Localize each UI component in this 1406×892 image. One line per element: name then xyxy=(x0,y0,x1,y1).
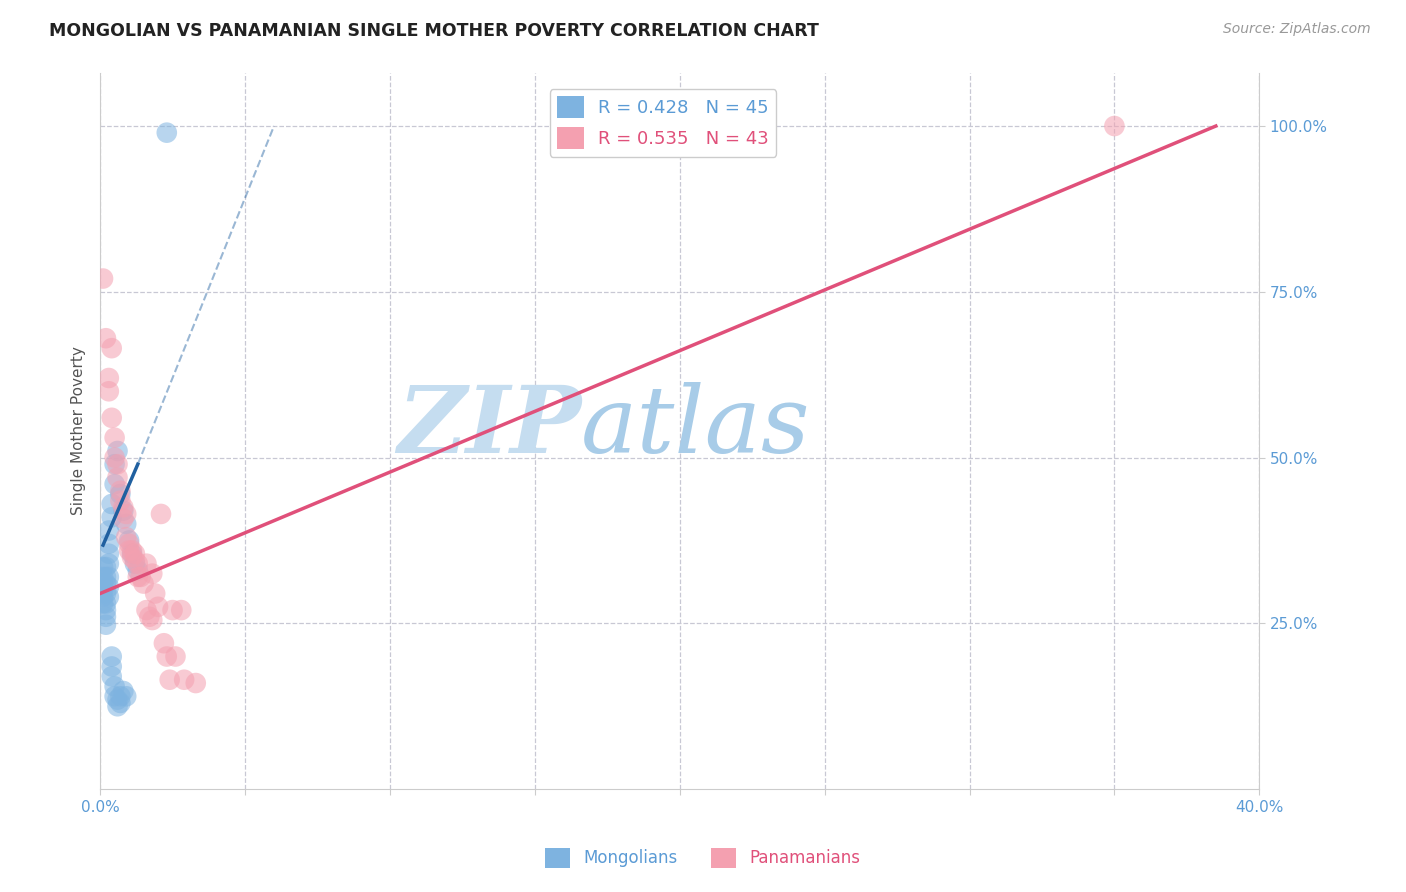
Point xyxy=(104,690,127,704)
Point xyxy=(97,524,120,538)
Point xyxy=(97,590,120,604)
Point xyxy=(100,649,122,664)
Point xyxy=(110,690,132,704)
Point xyxy=(91,271,114,285)
Point xyxy=(110,493,132,508)
Point xyxy=(100,510,122,524)
Point xyxy=(184,676,207,690)
Point xyxy=(97,570,120,584)
Point xyxy=(104,679,127,693)
Point xyxy=(165,649,187,664)
Point xyxy=(91,597,114,611)
Point xyxy=(153,636,176,650)
Point xyxy=(91,570,114,584)
Point xyxy=(100,410,122,425)
Point xyxy=(107,470,129,484)
Point xyxy=(107,444,129,458)
Point xyxy=(94,560,117,574)
Point xyxy=(118,533,141,548)
Point xyxy=(97,580,120,594)
Point xyxy=(118,537,141,551)
Point xyxy=(121,547,143,561)
Point xyxy=(91,576,114,591)
Point xyxy=(107,457,129,471)
Point xyxy=(115,530,138,544)
Point xyxy=(94,597,117,611)
Point xyxy=(91,590,114,604)
Point xyxy=(138,609,160,624)
Point xyxy=(104,457,127,471)
Point xyxy=(1104,119,1126,133)
Point xyxy=(121,549,143,564)
Point xyxy=(115,507,138,521)
Point xyxy=(156,649,179,664)
Point xyxy=(162,603,184,617)
Point xyxy=(135,557,157,571)
Point xyxy=(112,511,135,525)
Y-axis label: Single Mother Poverty: Single Mother Poverty xyxy=(72,347,86,516)
Point xyxy=(104,477,127,491)
Point xyxy=(94,576,117,591)
Point xyxy=(91,560,114,574)
Point xyxy=(94,617,117,632)
Point xyxy=(124,553,146,567)
Point xyxy=(94,570,117,584)
Point xyxy=(100,669,122,683)
Point xyxy=(97,547,120,561)
Point xyxy=(121,543,143,558)
Point xyxy=(156,126,179,140)
Point xyxy=(112,684,135,698)
Point xyxy=(100,497,122,511)
Point xyxy=(132,576,155,591)
Point xyxy=(107,699,129,714)
Point xyxy=(107,692,129,706)
Point xyxy=(97,537,120,551)
Point xyxy=(91,583,114,598)
Point xyxy=(127,557,149,571)
Point xyxy=(94,331,117,345)
Text: Source: ZipAtlas.com: Source: ZipAtlas.com xyxy=(1223,22,1371,37)
Text: atlas: atlas xyxy=(581,383,811,473)
Point xyxy=(104,450,127,465)
Point xyxy=(127,570,149,584)
Point xyxy=(100,341,122,355)
Point xyxy=(135,603,157,617)
Point xyxy=(141,613,163,627)
Point xyxy=(118,543,141,558)
Legend: R = 0.428   N = 45, R = 0.535   N = 43: R = 0.428 N = 45, R = 0.535 N = 43 xyxy=(550,89,776,157)
Text: MONGOLIAN VS PANAMANIAN SINGLE MOTHER POVERTY CORRELATION CHART: MONGOLIAN VS PANAMANIAN SINGLE MOTHER PO… xyxy=(49,22,820,40)
Point xyxy=(149,507,172,521)
Point xyxy=(110,487,132,501)
Point xyxy=(97,371,120,385)
Point xyxy=(127,563,149,577)
Point xyxy=(115,516,138,531)
Point xyxy=(115,690,138,704)
Point xyxy=(94,586,117,600)
Point xyxy=(110,696,132,710)
Point xyxy=(112,500,135,515)
Point xyxy=(143,586,166,600)
Point xyxy=(97,384,120,399)
Point xyxy=(110,483,132,498)
Point xyxy=(173,673,195,687)
Point xyxy=(124,547,146,561)
Point xyxy=(112,503,135,517)
Point xyxy=(129,570,152,584)
Point xyxy=(104,431,127,445)
Text: ZIP: ZIP xyxy=(396,383,581,473)
Legend: Mongolians, Panamanians: Mongolians, Panamanians xyxy=(538,841,868,875)
Point xyxy=(124,557,146,571)
Point xyxy=(141,566,163,581)
Point xyxy=(94,603,117,617)
Point xyxy=(97,557,120,571)
Point xyxy=(100,659,122,673)
Point xyxy=(159,673,181,687)
Point xyxy=(146,599,169,614)
Point xyxy=(94,609,117,624)
Point xyxy=(170,603,193,617)
